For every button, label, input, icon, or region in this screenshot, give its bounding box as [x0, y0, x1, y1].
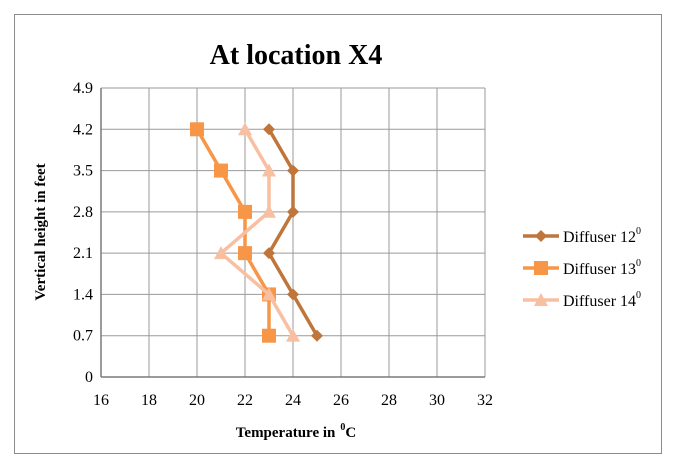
- series-1-point-3: [287, 205, 299, 218]
- series-1-line: [267, 128, 319, 337]
- series-1-point-2: [263, 247, 275, 260]
- series-1-point-4: [287, 164, 299, 177]
- series-3-point-4: [262, 163, 276, 177]
- x-axis-label-unit: C: [345, 425, 356, 441]
- series-1-point-0: [311, 329, 323, 342]
- chart-frame: [14, 14, 662, 454]
- legend-label-text-2: Diffuser 13: [563, 261, 636, 278]
- y-tick-label-1: 0.7: [73, 328, 93, 345]
- series-3-point-0: [286, 328, 300, 342]
- x-axis-label: Temperature in 0C: [236, 422, 356, 441]
- axes: [100, 88, 485, 378]
- chart-title: At location X4: [210, 40, 383, 71]
- series-2-point-3: [238, 204, 252, 219]
- series-3: [214, 122, 300, 342]
- legend-label-sup-1: 0: [636, 226, 641, 237]
- x-tick-label-8: 32: [477, 392, 493, 409]
- x-tick-label-5: 26: [333, 392, 349, 409]
- series-2: [190, 122, 276, 343]
- legend-marker-3: [534, 293, 548, 306]
- x-tick-label-1: 18: [141, 392, 157, 409]
- legend-marker-1: [535, 230, 547, 242]
- y-tick-label-4: 2.8: [73, 204, 93, 221]
- x-tick-label-2: 20: [189, 392, 205, 409]
- x-tick-label-7: 30: [429, 392, 445, 409]
- x-tick-label-6: 28: [381, 392, 397, 409]
- y-tick-label-2: 1.4: [73, 286, 93, 303]
- y-tick-label-6: 4.2: [73, 121, 93, 138]
- series-lines: [190, 122, 323, 343]
- y-tick-label-7: 4.9: [73, 80, 93, 97]
- series-2-point-0: [262, 328, 276, 343]
- y-axis-label: Vertical height in feet: [33, 163, 49, 300]
- series-3-point-1: [262, 287, 276, 301]
- legend-label-3: Diffuser 140: [563, 290, 641, 310]
- x-tick-label-3: 22: [237, 392, 253, 409]
- x-tick-label-4: 24: [285, 392, 301, 409]
- series-2-point-4: [214, 163, 228, 178]
- y-tick-label-0: 0: [85, 369, 93, 386]
- series-2-line: [195, 128, 271, 336]
- legend-label-1: Diffuser 120: [563, 226, 641, 246]
- series-3-point-5: [238, 122, 252, 136]
- series-3-line: [219, 128, 295, 337]
- series-3-point-3: [262, 204, 276, 218]
- legend-label-sup-2: 0: [636, 258, 641, 269]
- series-2-point-2: [238, 246, 252, 261]
- legend-marker-2: [534, 261, 548, 275]
- legend-label-text-1: Diffuser 12: [563, 229, 636, 246]
- legend-label-sup-3: 0: [636, 290, 641, 301]
- legend-label-text-3: Diffuser 14: [563, 293, 636, 310]
- y-tick-labels: 0 0.7 1.4 2.1 2.8 3.5 4.2 4.9: [73, 80, 93, 386]
- x-tick-labels: 16 18 20 22 24 26 28 30 32: [93, 392, 493, 409]
- legend-label-2: Diffuser 130: [563, 258, 641, 278]
- x-axis-label-text: Temperature in: [236, 425, 336, 441]
- series-1-point-5: [263, 123, 275, 136]
- y-tick-label-3: 2.1: [73, 245, 93, 262]
- series-2-point-5: [190, 122, 204, 137]
- y-tick-label-5: 3.5: [73, 163, 93, 180]
- x-tick-label-0: 16: [93, 392, 109, 409]
- series-1-point-1: [287, 288, 299, 301]
- series-3-point-2: [214, 246, 228, 260]
- x-axis-label-unit-sup: 0: [340, 422, 345, 433]
- series-1: [263, 123, 323, 342]
